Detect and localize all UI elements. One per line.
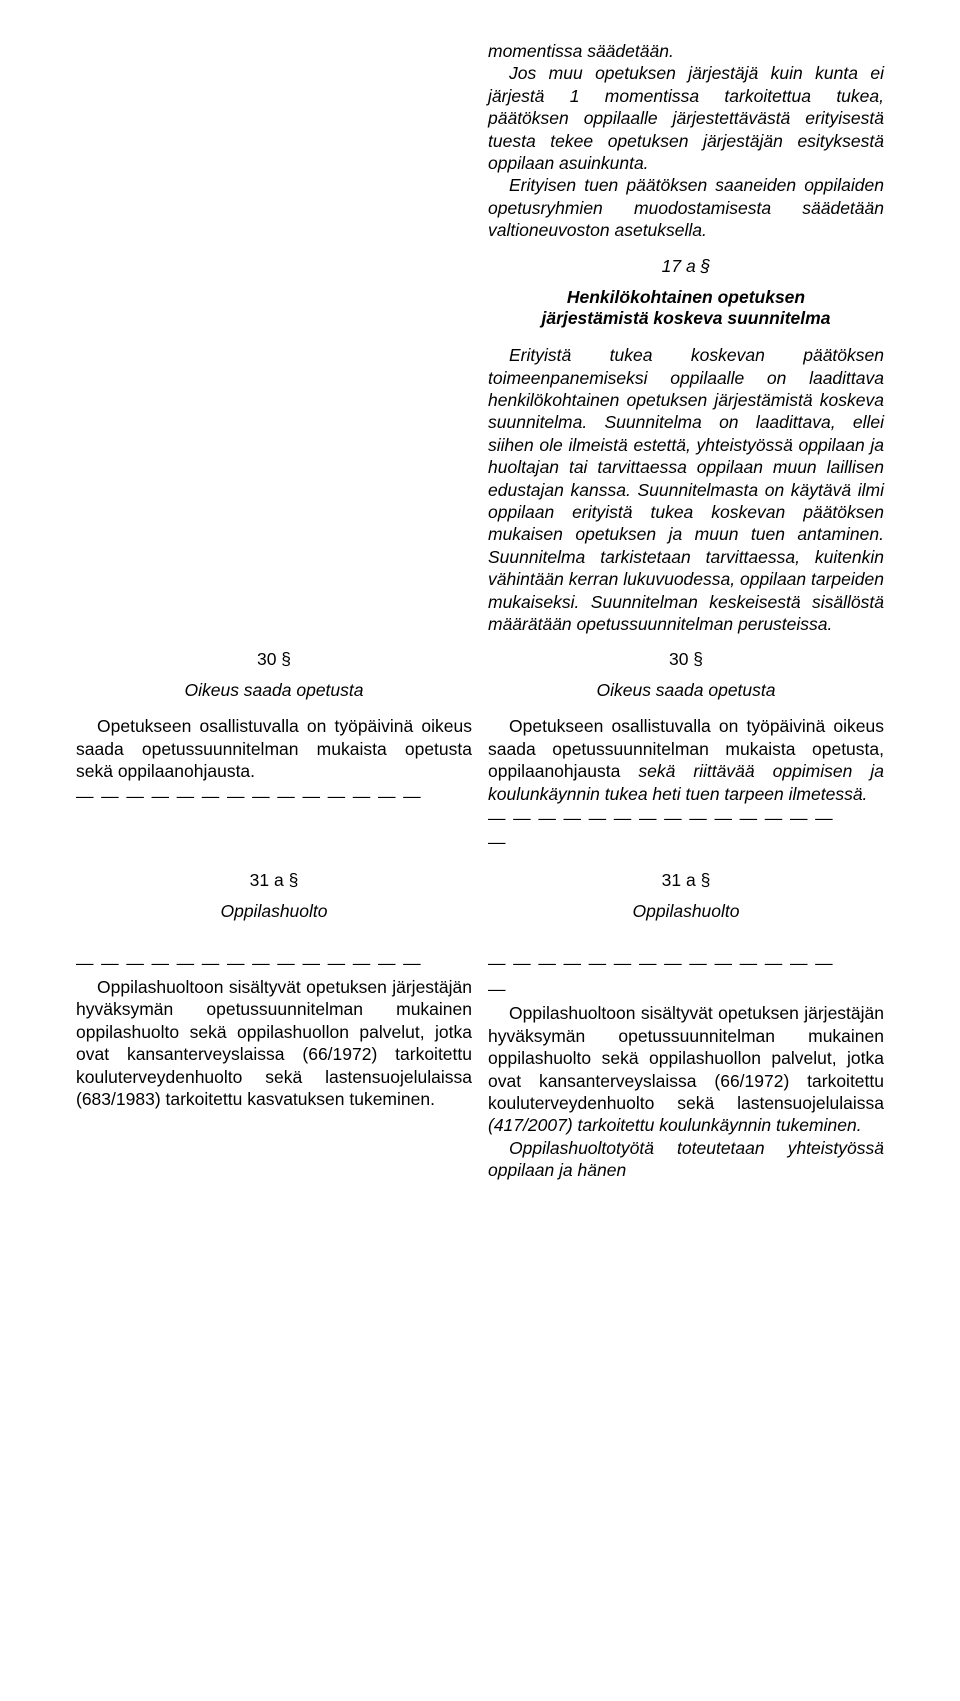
sec30-left-p: Opetukseen osallistuvalla on työpäivinä … [76, 715, 472, 782]
top-p2: Jos muu opetuksen järjestäjä kuin kunta … [488, 62, 884, 174]
bottom-right-p1b: (417/2007) tarkoitettu koulunkäynnin tuk… [488, 1115, 862, 1135]
sec30-left-dash: — — — — — — — — — — — — — — [76, 785, 472, 807]
bottom-row: Oppilashuoltoon sisältyvät opetuksen jär… [70, 976, 890, 1182]
sec30-head-right: 30 § Oikeus saada opetusta [480, 635, 890, 715]
sec30-num-right: 30 § [488, 649, 884, 670]
top-p1: momentissa säädetään. [488, 40, 884, 62]
predash-right-line: — — — — — — — — — — — — — — [488, 952, 884, 974]
sec31a-head-left: 31 a § Oppilashuolto [70, 856, 480, 936]
sec30-title-right: Oikeus saada opetusta [488, 680, 884, 701]
predash-row: — — — — — — — — — — — — — — — — — — — — … [70, 950, 890, 976]
sec30-body-right: Opetukseen osallistuvalla on työpäivinä … [480, 715, 890, 855]
top-block: momentissa säädetään. Jos muu opetuksen … [70, 40, 890, 635]
top-left-empty [70, 40, 480, 635]
sec31a-head-row: 31 a § Oppilashuolto 31 a § Oppilashuolt… [70, 856, 890, 936]
top-right: momentissa säädetään. Jos muu opetuksen … [480, 40, 890, 635]
sec30-right-dash2: — [488, 831, 884, 853]
sec30-body-left: Opetukseen osallistuvalla on työpäivinä … [70, 715, 480, 855]
bottom-right-p1a: Oppilashuoltoon sisältyvät opetuksen jär… [488, 1003, 884, 1113]
sec31a-num-right: 31 a § [488, 870, 884, 891]
top-p4: Erityistä tukea koskevan päätöksen toime… [488, 344, 884, 635]
sec-17a-title-l2: järjestämistä koskeva suunnitelma [542, 308, 831, 328]
sec31a-num-left: 31 a § [76, 870, 472, 891]
sec-17a-title: Henkilökohtainen opetuksen järjestämistä… [488, 287, 884, 331]
sec30-right-dash1: — — — — — — — — — — — — — — [488, 807, 884, 829]
sec31a-head-right: 31 a § Oppilashuolto [480, 856, 890, 936]
predash-left-line: — — — — — — — — — — — — — — [76, 952, 472, 974]
sec30-body-row: Opetukseen osallistuvalla on työpäivinä … [70, 715, 890, 855]
sec30-title-left: Oikeus saada opetusta [76, 680, 472, 701]
sec31a-title-right: Oppilashuolto [488, 901, 884, 922]
predash-left: — — — — — — — — — — — — — — [70, 950, 480, 976]
sec-17a-num: 17 a § [488, 256, 884, 277]
bottom-right-dash: — [488, 978, 884, 1000]
sec30-right-p: Opetukseen osallistuvalla on työpäivinä … [488, 715, 884, 805]
predash-right: — — — — — — — — — — — — — — [480, 950, 890, 976]
bottom-left: Oppilashuoltoon sisältyvät opetuksen jär… [70, 976, 480, 1182]
bottom-right-p2: Oppilashuoltotyötä toteutetaan yhteistyö… [488, 1137, 884, 1182]
bottom-right-p1: Oppilashuoltoon sisältyvät opetuksen jär… [488, 1002, 884, 1136]
sec-17a-title-l1: Henkilökohtainen opetuksen [567, 287, 805, 307]
top-p3: Erityisen tuen päätöksen saaneiden oppil… [488, 174, 884, 241]
sec30-head-left: 30 § Oikeus saada opetusta [70, 635, 480, 715]
sec31a-title-left: Oppilashuolto [76, 901, 472, 922]
sec30-num-left: 30 § [76, 649, 472, 670]
bottom-right: — Oppilashuoltoon sisältyvät opetuksen j… [480, 976, 890, 1182]
spacer-1 [70, 936, 890, 950]
sec30-head-row: 30 § Oikeus saada opetusta 30 § Oikeus s… [70, 635, 890, 715]
bottom-left-p: Oppilashuoltoon sisältyvät opetuksen jär… [76, 976, 472, 1110]
